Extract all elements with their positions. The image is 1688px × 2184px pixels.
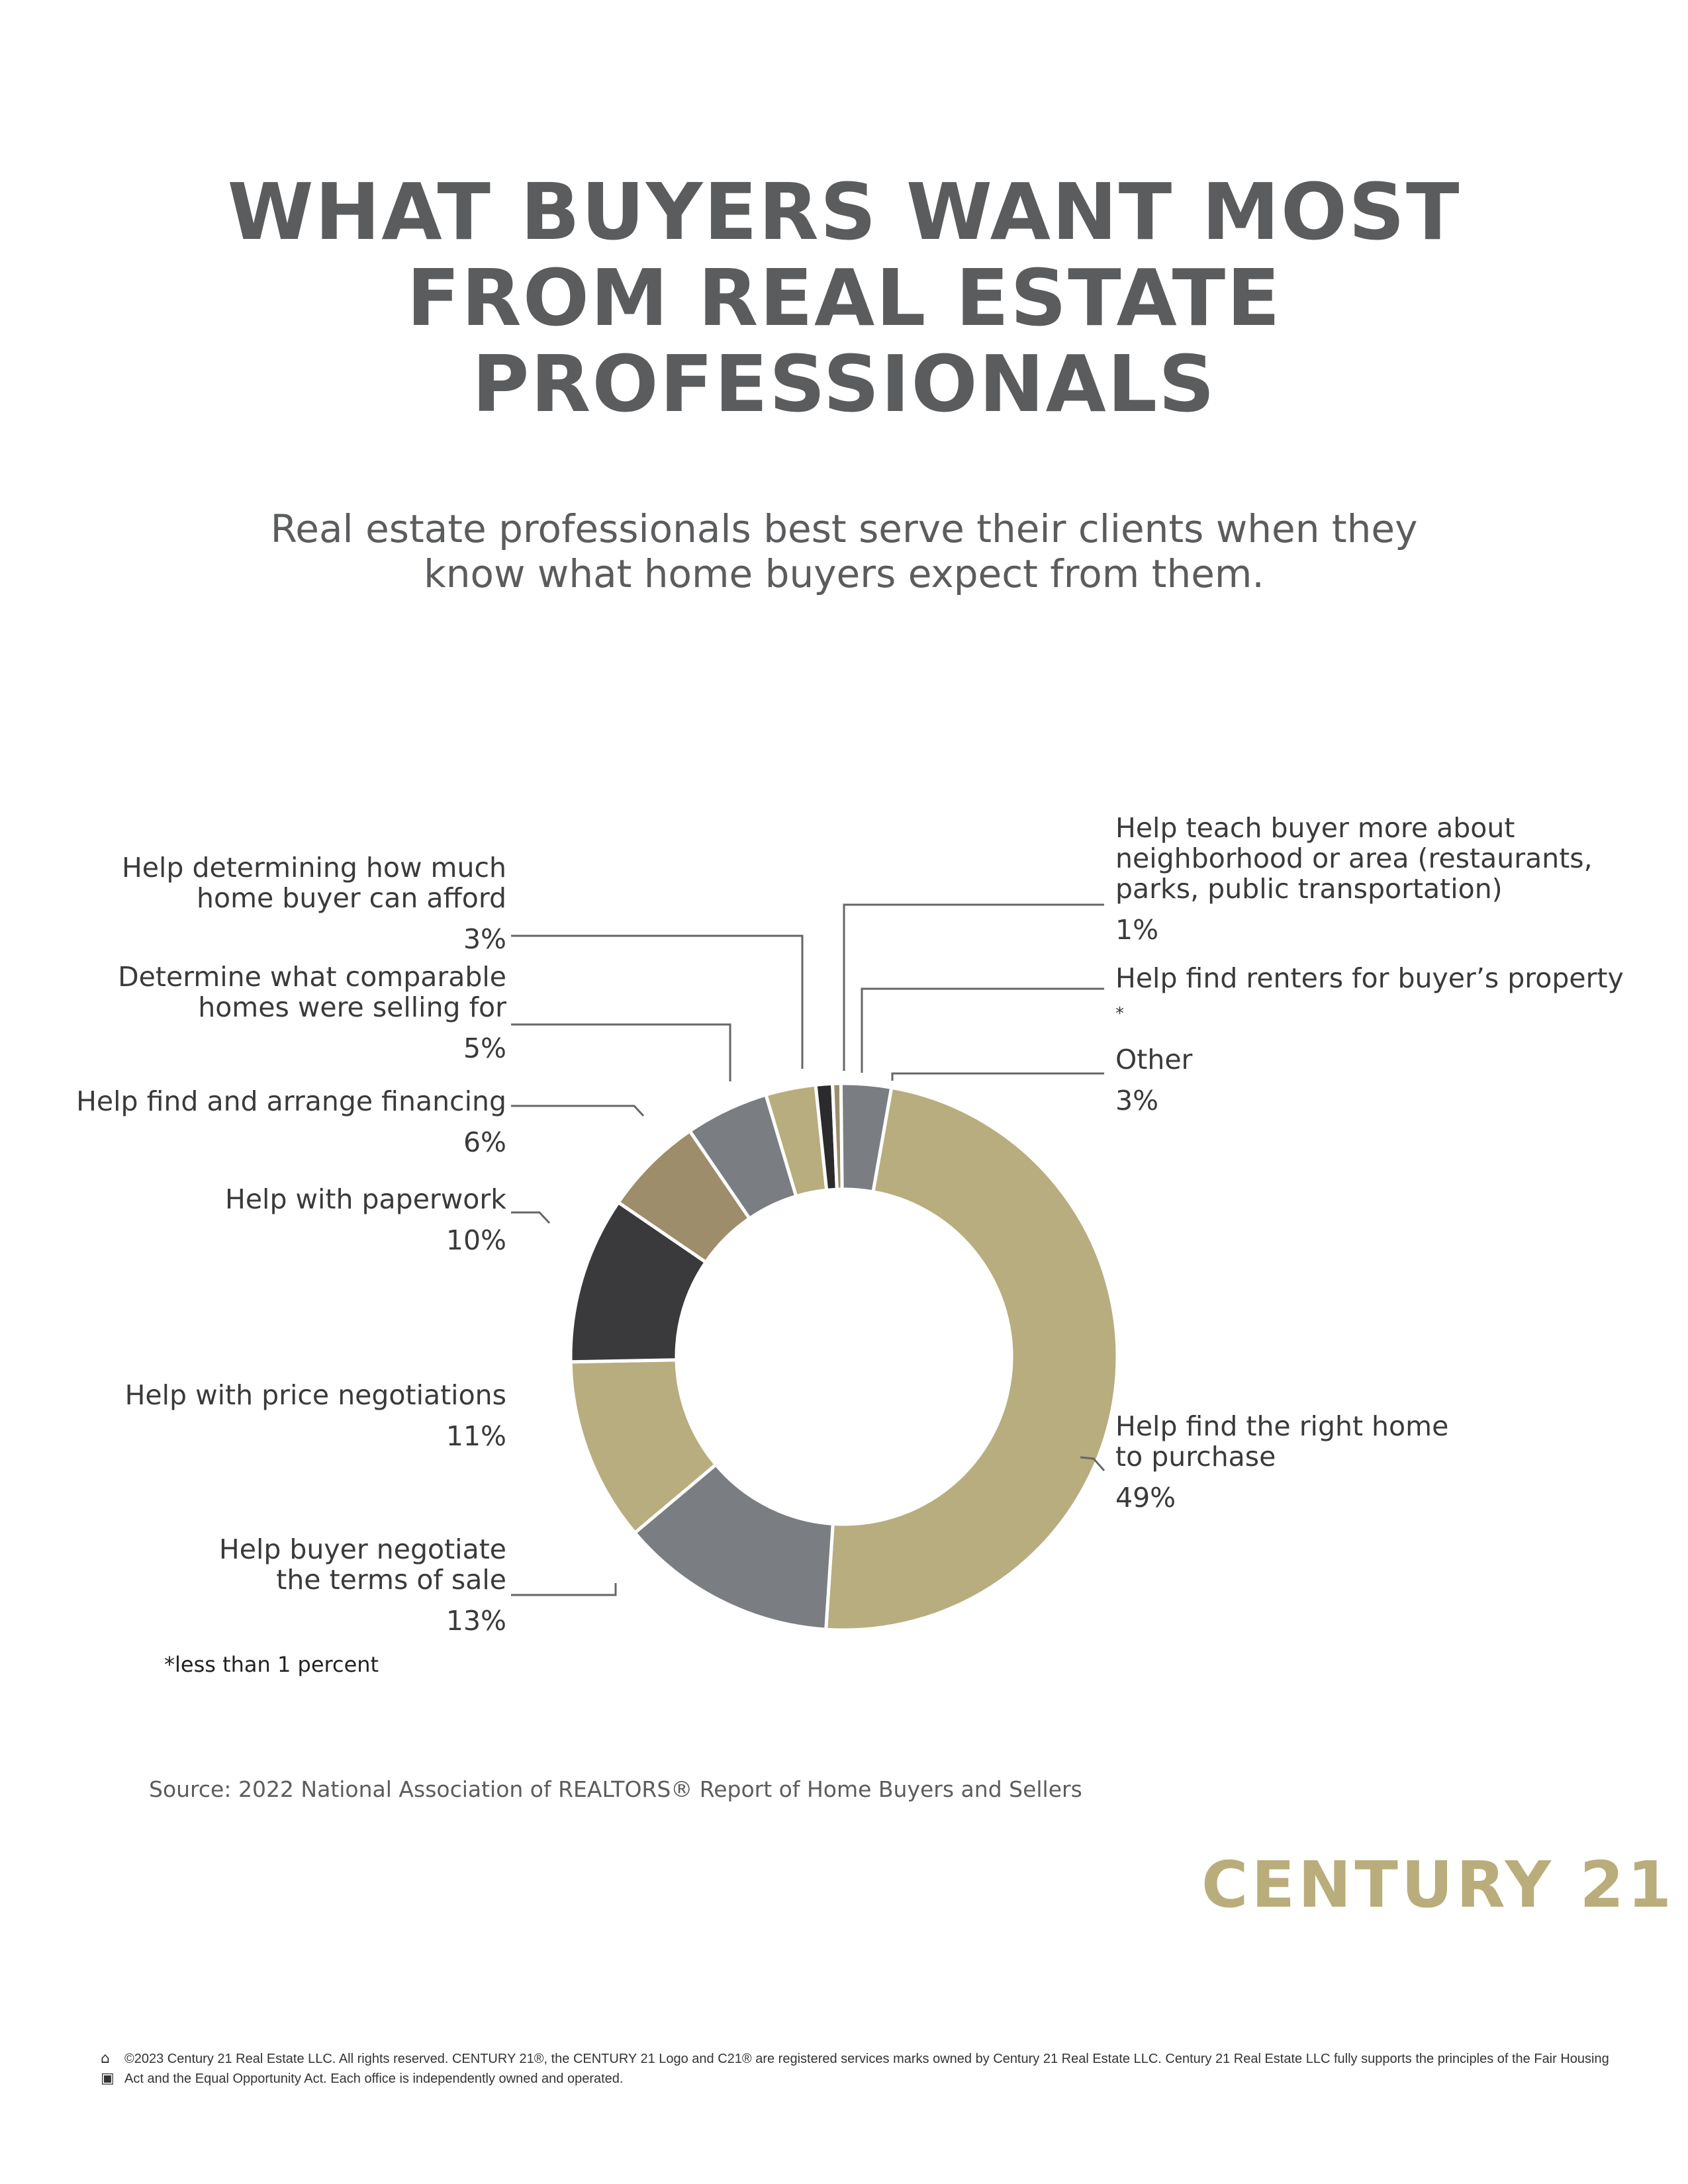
label-afford-value: 3%: [463, 923, 506, 955]
label-price-negotiations-value: 11%: [445, 1420, 506, 1452]
label-right-home-line-2: to purchase: [1115, 1441, 1276, 1473]
century21-logo: CENTURY 21: [1201, 1848, 1675, 1922]
label-comparable-line-2: homes were selling for: [198, 991, 506, 1023]
label-renters-value: *: [1115, 1004, 1124, 1024]
subtitle-line-1: Real estate professionals best serve the…: [270, 506, 1418, 551]
label-afford: Help determining how much home buyer can…: [122, 852, 506, 954]
label-paperwork-value: 10%: [445, 1224, 506, 1256]
label-other-line-1: Other: [1115, 1044, 1193, 1075]
label-financing: Help find and arrange financing 6%: [76, 1086, 506, 1158]
label-other: Other 3%: [1115, 1044, 1192, 1116]
label-terms-of-sale: Help buyer negotiate the terms of sale 1…: [219, 1534, 506, 1636]
label-neighborhood-line-1: Help teach buyer more about: [1115, 812, 1515, 844]
label-neighborhood-line-3: parks, public transportation): [1115, 873, 1503, 905]
realtor-icon: ▣: [101, 2070, 115, 2087]
subtitle: Real estate professionals best serve the…: [0, 506, 1688, 596]
source-note: Source: 2022 National Association of REA…: [149, 1776, 1082, 1802]
label-financing-line-1: Help find and arrange financing: [76, 1085, 506, 1117]
title-line-2: FROM REAL ESTATE: [406, 252, 1282, 343]
footnote: *less than 1 percent: [164, 1652, 379, 1677]
equal-housing-icon: ⌂: [101, 2050, 110, 2067]
label-afford-line-2: home buyer can afford: [197, 882, 506, 914]
label-right-home-line-1: Help find the right home: [1115, 1410, 1449, 1442]
slice-right-home: [824, 1085, 1119, 1632]
label-renters: Help find renters for buyer’s property *: [1115, 963, 1624, 1029]
page-title: WHAT BUYERS WANT MOST FROM REAL ESTATE P…: [0, 169, 1688, 427]
label-price-negotiations-line-1: Help with price negotiations: [124, 1379, 506, 1411]
subtitle-line-2: know what home buyers expect from them.: [424, 551, 1264, 596]
label-neighborhood-line-2: neighborhood or area (restaurants,: [1115, 842, 1593, 874]
label-right-home-value: 49%: [1115, 1482, 1176, 1514]
label-neighborhood-value: 1%: [1115, 914, 1159, 946]
leader-line-paperwork: [511, 1211, 551, 1224]
label-other-value: 3%: [1115, 1085, 1159, 1116]
label-terms-line-2: the terms of sale: [276, 1564, 506, 1596]
label-comparable: Determine what comparable homes were sel…: [118, 962, 506, 1064]
label-terms-line-1: Help buyer negotiate: [218, 1533, 506, 1565]
legal-disclaimer: ©2023 Century 21 Real Estate LLC. All ri…: [124, 2052, 1609, 2086]
label-neighborhood: Help teach buyer more about neighborhood…: [1115, 813, 1593, 945]
title-line-1: WHAT BUYERS WANT MOST: [227, 166, 1461, 257]
leader-line-financing: [511, 1105, 645, 1117]
label-price-negotiations: Help with price negotiations 11%: [125, 1380, 506, 1451]
leader-line-afford: [511, 934, 804, 1069]
leader-line-renters: [861, 987, 1104, 1073]
label-paperwork-line-1: Help with paperwork: [225, 1183, 506, 1215]
label-right-home: Help find the right home to purchase 49%: [1115, 1411, 1448, 1513]
leader-line-other: [891, 1072, 1104, 1081]
title-line-3: PROFESSIONALS: [471, 338, 1216, 430]
label-financing-value: 6%: [463, 1126, 506, 1158]
label-renters-line-1: Help find renters for buyer’s property: [1115, 962, 1624, 994]
label-terms-value: 13%: [445, 1605, 506, 1637]
leader-line-neighborhood: [843, 903, 1104, 1071]
label-paperwork: Help with paperwork 10%: [225, 1184, 506, 1255]
label-comparable-line-1: Determine what comparable: [118, 961, 506, 993]
leader-line-right-home: [1080, 1456, 1105, 1471]
slice-other: [839, 1081, 894, 1194]
label-comparable-value: 5%: [463, 1032, 506, 1064]
label-afford-line-1: Help determining how much: [121, 852, 506, 884]
leader-line-comparable: [511, 1023, 731, 1081]
leader-line-terms-of-sale: [511, 1583, 617, 1596]
